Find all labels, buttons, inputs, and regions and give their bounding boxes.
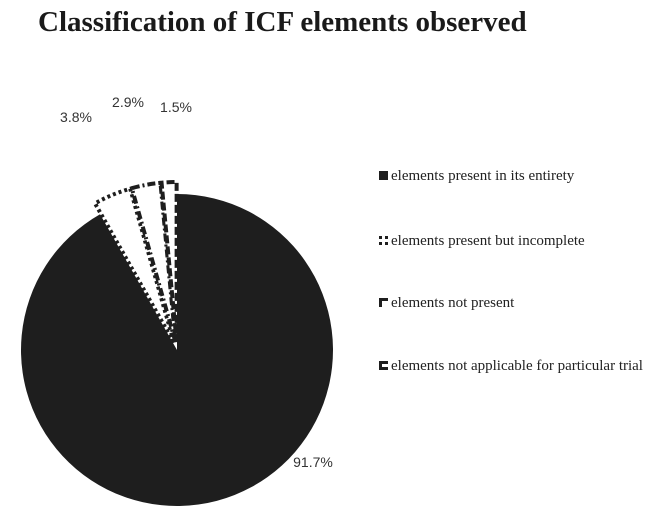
chart-title: Classification of ICF elements observed	[38, 6, 527, 38]
legend-swatch-dashed	[379, 361, 388, 370]
pie-slice	[159, 180, 179, 343]
slice-value-label: 2.9%	[112, 94, 144, 110]
slice-value-label: 91.7%	[293, 454, 333, 470]
legend-item-not-present: elements not present	[379, 293, 514, 313]
legend-swatch-solid	[379, 171, 388, 180]
pie-slice	[129, 180, 178, 343]
pie-slice	[92, 186, 176, 344]
slice-value-label: 3.8%	[60, 109, 92, 125]
pie-slice	[21, 194, 334, 506]
legend-label: elements present in its entirety	[391, 168, 575, 184]
legend-item-incomplete: elements present but incomplete	[379, 231, 585, 251]
legend-item-entirety: elements present in its entirety	[379, 166, 574, 186]
slice-value-label: 1.5%	[160, 99, 192, 115]
legend-item-not-applicable: elements not applicable for particular t…	[379, 356, 654, 376]
legend-label: elements present but incomplete	[391, 233, 585, 249]
legend-label: elements not applicable for particular t…	[391, 358, 643, 374]
legend-swatch-dotted	[379, 236, 388, 245]
legend-swatch-dash-dot	[379, 298, 388, 307]
legend-label: elements not present	[391, 295, 515, 311]
